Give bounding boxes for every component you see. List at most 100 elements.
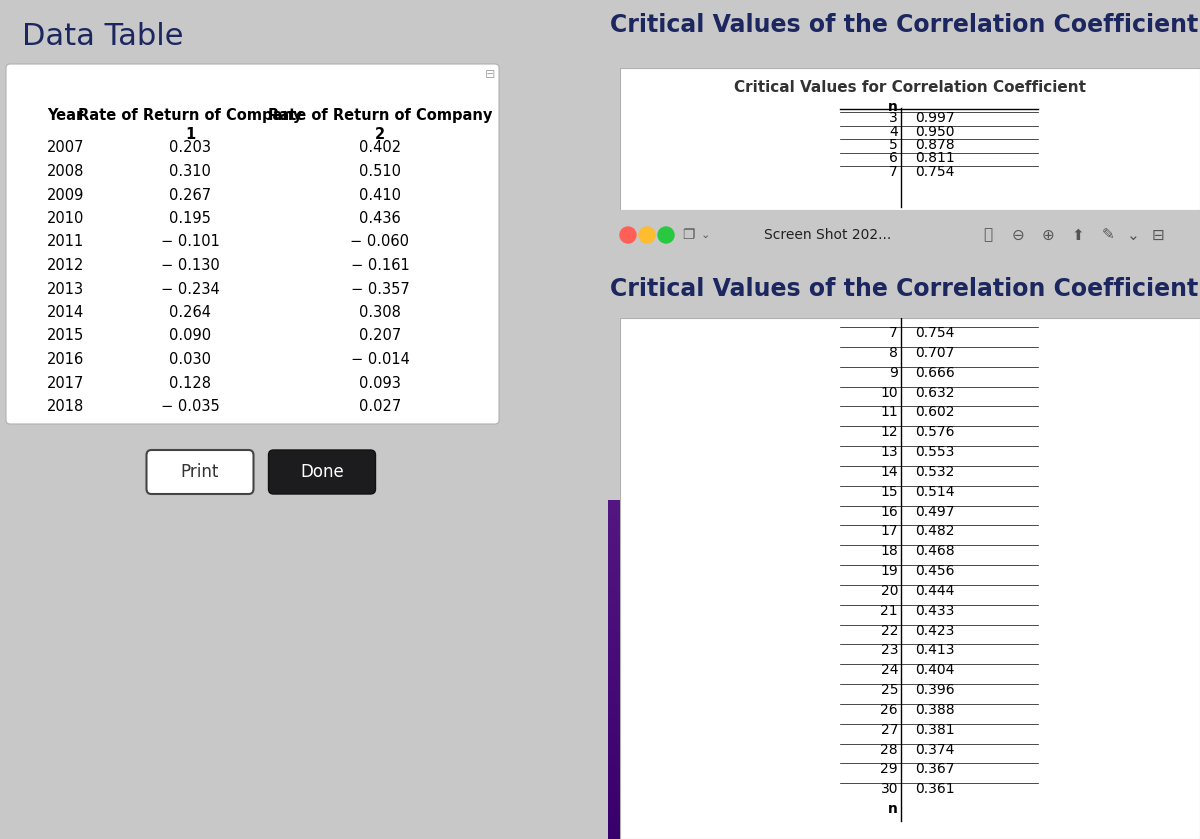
- Text: 0.576: 0.576: [916, 425, 954, 439]
- Text: ❐: ❐: [682, 228, 695, 242]
- Text: 2013: 2013: [47, 282, 84, 296]
- Text: 23: 23: [881, 644, 898, 658]
- Text: 0.264: 0.264: [169, 305, 211, 320]
- Text: ⬆: ⬆: [1072, 227, 1085, 242]
- FancyBboxPatch shape: [269, 450, 376, 494]
- Text: 0.707: 0.707: [916, 346, 954, 360]
- Text: 2018: 2018: [47, 399, 84, 414]
- Text: Critical Values of the Correlation Coefficient: Critical Values of the Correlation Coeff…: [610, 13, 1198, 37]
- Text: 12: 12: [881, 425, 898, 439]
- Text: 0.090: 0.090: [169, 329, 211, 343]
- Text: ⊕: ⊕: [1042, 227, 1055, 242]
- Text: Data Table: Data Table: [22, 22, 184, 51]
- Text: 0.207: 0.207: [359, 329, 401, 343]
- Text: 25: 25: [881, 683, 898, 697]
- Text: Critical Values of the Correlation Coefficient: Critical Values of the Correlation Coeff…: [610, 277, 1198, 301]
- FancyBboxPatch shape: [146, 450, 253, 494]
- Text: 0.482: 0.482: [916, 524, 954, 539]
- Text: 11: 11: [881, 405, 898, 420]
- Text: 0.367: 0.367: [916, 763, 954, 776]
- Text: 9: 9: [889, 366, 898, 380]
- Text: 0.410: 0.410: [359, 187, 401, 202]
- Text: 0.436: 0.436: [359, 211, 401, 226]
- Text: 5: 5: [889, 138, 898, 152]
- Text: Print: Print: [181, 463, 220, 481]
- Text: 2015: 2015: [47, 329, 84, 343]
- Text: ⊖: ⊖: [1012, 227, 1025, 242]
- Text: 0.128: 0.128: [169, 376, 211, 390]
- Text: 0.388: 0.388: [916, 703, 955, 717]
- Text: ⌄: ⌄: [701, 230, 709, 240]
- Text: Year: Year: [47, 108, 83, 123]
- Text: 0.444: 0.444: [916, 584, 954, 598]
- Text: 2010: 2010: [47, 211, 84, 226]
- Text: 29: 29: [881, 763, 898, 776]
- Text: 0.433: 0.433: [916, 604, 954, 618]
- Text: 0.510: 0.510: [359, 164, 401, 179]
- Text: 0.811: 0.811: [916, 152, 955, 165]
- Text: 4: 4: [889, 124, 898, 138]
- Text: 0.361: 0.361: [916, 782, 955, 796]
- Text: 2012: 2012: [47, 258, 84, 273]
- Text: n: n: [888, 100, 898, 114]
- Text: 20: 20: [881, 584, 898, 598]
- Text: − 0.035: − 0.035: [161, 399, 220, 414]
- Text: 0.456: 0.456: [916, 564, 954, 578]
- Text: − 0.234: − 0.234: [161, 282, 220, 296]
- Text: Critical Values for Correlation Coefficient: Critical Values for Correlation Coeffici…: [734, 80, 1086, 95]
- Text: 0.093: 0.093: [359, 376, 401, 390]
- Text: 0.027: 0.027: [359, 399, 401, 414]
- Text: 0.423: 0.423: [916, 623, 954, 638]
- Text: − 0.014: − 0.014: [350, 352, 409, 367]
- Text: − 0.101: − 0.101: [161, 234, 220, 249]
- Text: 14: 14: [881, 465, 898, 479]
- Text: 30: 30: [881, 782, 898, 796]
- Text: 17: 17: [881, 524, 898, 539]
- Text: ⓘ: ⓘ: [984, 227, 992, 242]
- Text: 0.950: 0.950: [916, 124, 954, 138]
- Text: 0.203: 0.203: [169, 140, 211, 155]
- Text: 0.030: 0.030: [169, 352, 211, 367]
- Text: 0.374: 0.374: [916, 743, 954, 757]
- Text: 6: 6: [889, 152, 898, 165]
- Text: 0.754: 0.754: [916, 165, 954, 179]
- Text: 0.267: 0.267: [169, 187, 211, 202]
- Text: ⊟: ⊟: [1152, 227, 1164, 242]
- Text: 2017: 2017: [47, 376, 84, 390]
- Text: 24: 24: [881, 664, 898, 677]
- Text: 27: 27: [881, 723, 898, 737]
- Text: 19: 19: [881, 564, 898, 578]
- Text: − 0.060: − 0.060: [350, 234, 409, 249]
- Text: 0.602: 0.602: [916, 405, 954, 420]
- Text: 13: 13: [881, 445, 898, 459]
- Text: 22: 22: [881, 623, 898, 638]
- Text: 0.404: 0.404: [916, 664, 954, 677]
- Text: 16: 16: [881, 504, 898, 519]
- Text: 2009: 2009: [47, 187, 84, 202]
- Text: n: n: [888, 802, 898, 816]
- Text: − 0.357: − 0.357: [350, 282, 409, 296]
- Text: 0.308: 0.308: [359, 305, 401, 320]
- Text: 0.997: 0.997: [916, 111, 955, 125]
- Text: 0.632: 0.632: [916, 385, 954, 399]
- Text: 0.497: 0.497: [916, 504, 954, 519]
- Text: 0.532: 0.532: [916, 465, 954, 479]
- Text: 7: 7: [889, 326, 898, 340]
- Text: 0.666: 0.666: [916, 366, 955, 380]
- Text: 0.878: 0.878: [916, 138, 955, 152]
- Text: 3: 3: [889, 111, 898, 125]
- Text: ⊟: ⊟: [485, 68, 496, 81]
- Text: 21: 21: [881, 604, 898, 618]
- Text: 2016: 2016: [47, 352, 84, 367]
- Text: 0.396: 0.396: [916, 683, 955, 697]
- Text: 7: 7: [889, 165, 898, 179]
- Text: 0.413: 0.413: [916, 644, 954, 658]
- FancyBboxPatch shape: [6, 64, 499, 424]
- Text: 0.514: 0.514: [916, 485, 954, 498]
- Text: Screen Shot 202...: Screen Shot 202...: [764, 228, 892, 242]
- Text: 26: 26: [881, 703, 898, 717]
- Text: − 0.161: − 0.161: [350, 258, 409, 273]
- Text: 28: 28: [881, 743, 898, 757]
- Text: ✎: ✎: [1102, 227, 1115, 242]
- Circle shape: [658, 227, 674, 243]
